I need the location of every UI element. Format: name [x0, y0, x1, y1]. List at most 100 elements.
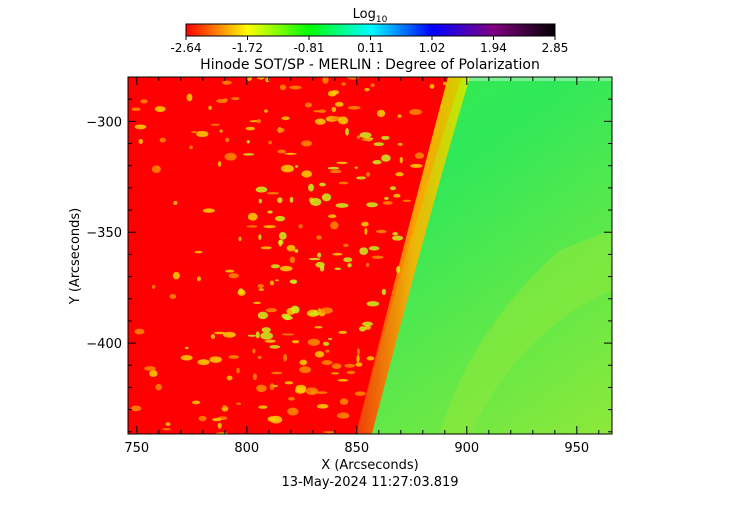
plage-patch — [269, 383, 275, 391]
x-axis-label: X (Arcseconds) — [321, 458, 418, 473]
plage-patch — [256, 77, 265, 80]
plage-patch — [225, 269, 235, 273]
plage-patch — [381, 154, 391, 162]
plage-patch — [327, 337, 333, 340]
plage-patch — [228, 273, 239, 279]
plage-patch — [210, 334, 216, 340]
plage-patch — [131, 107, 141, 112]
plage-patch — [371, 255, 384, 259]
colorbar-label: Log10 — [353, 7, 388, 25]
plage-patch — [280, 164, 294, 173]
plage-patch — [354, 391, 366, 396]
colorbar-bar — [185, 23, 556, 37]
plage-patch — [402, 199, 412, 202]
plage-patch — [343, 243, 349, 248]
plage-patch — [238, 236, 242, 242]
plage-patch — [284, 152, 297, 155]
plage-patch — [321, 193, 332, 202]
plage-patch — [410, 163, 423, 168]
plage-patch — [393, 193, 401, 198]
plage-patch — [315, 391, 328, 394]
plage-patch — [409, 108, 422, 116]
plage-patch — [334, 267, 342, 271]
plage-patch — [252, 373, 257, 381]
plage-patch — [366, 172, 371, 177]
plage-patch — [213, 331, 226, 335]
plage-patch — [257, 283, 264, 288]
plage-patch — [278, 232, 287, 240]
plage-patch — [277, 197, 283, 204]
plage-patch — [332, 252, 343, 256]
plage-patch — [269, 415, 283, 424]
plage-patch — [392, 231, 399, 236]
plage-patch — [154, 106, 166, 112]
plage-patch — [231, 96, 240, 101]
plage-patch — [366, 202, 378, 208]
plage-patch — [212, 417, 222, 422]
plage-patch — [219, 129, 223, 133]
plage-patch — [228, 355, 240, 359]
colorbar-tick-label: 1.94 — [480, 41, 507, 55]
plage-patch — [294, 249, 299, 253]
plage-patch — [151, 165, 161, 173]
plage-patch — [356, 354, 360, 363]
plage-patch — [314, 326, 323, 329]
plage-patch — [290, 305, 300, 314]
plage-patch — [270, 264, 281, 269]
colorbar-label-base: Log — [353, 7, 376, 22]
y-axis: −300 −350 −400 — [86, 76, 612, 433]
plage-patch — [169, 293, 177, 300]
plage-patch — [313, 110, 320, 113]
plage-patch — [337, 379, 349, 382]
plot-border — [127, 76, 613, 435]
chart-title: Hinode SOT/SP - MERLIN : Degree of Polar… — [200, 57, 540, 73]
plage-patch — [334, 101, 344, 107]
plage-patch — [282, 315, 293, 321]
plage-patch — [194, 250, 203, 254]
plage-patch — [341, 82, 346, 86]
plage-patch — [257, 355, 262, 360]
plage-patch — [376, 109, 386, 118]
plage-patch — [247, 334, 257, 337]
colorbar-label-subscript: 10 — [376, 15, 388, 25]
plage-patch — [329, 169, 342, 174]
plage-patch — [246, 140, 250, 144]
colorbar-tick-label: 0.11 — [357, 41, 384, 55]
plage-patch — [196, 130, 209, 138]
plage-patch — [149, 370, 158, 377]
plage-patch — [318, 109, 326, 114]
plage-patch — [247, 212, 258, 221]
plage-patch — [338, 330, 348, 334]
colorbar-tick-label: -1.72 — [232, 41, 263, 55]
plage-patch — [294, 165, 299, 168]
plage-patch — [281, 333, 295, 336]
plage-patch — [134, 124, 147, 130]
plage-patch — [343, 257, 353, 263]
plage-patch — [161, 428, 171, 431]
colorbar-tick-label: 1.02 — [419, 41, 446, 55]
plage-patch — [246, 225, 258, 228]
plage-patches — [130, 77, 447, 434]
plage-patch — [197, 359, 210, 366]
plage-patch — [346, 370, 356, 375]
plage-patch — [286, 244, 296, 252]
plage-patch — [304, 102, 312, 108]
plage-patch — [397, 142, 403, 146]
x-axis: 750 800 850 900 950 — [124, 77, 600, 456]
plage-patch — [264, 339, 276, 343]
plage-patch — [258, 405, 268, 409]
plage-patch — [429, 84, 435, 89]
plage-patch — [399, 156, 403, 164]
plage-patch — [216, 98, 228, 104]
plage-patch — [359, 247, 369, 255]
plage-patch — [267, 210, 273, 214]
plage-patch — [321, 360, 333, 365]
plage-patch — [236, 402, 242, 405]
plage-patch — [268, 140, 272, 145]
plage-patch — [316, 403, 329, 409]
plage-patch — [159, 137, 166, 143]
plage-patch — [289, 256, 296, 264]
plage-patch — [298, 224, 303, 229]
plage-patch — [287, 407, 299, 416]
plage-patch — [305, 387, 319, 396]
